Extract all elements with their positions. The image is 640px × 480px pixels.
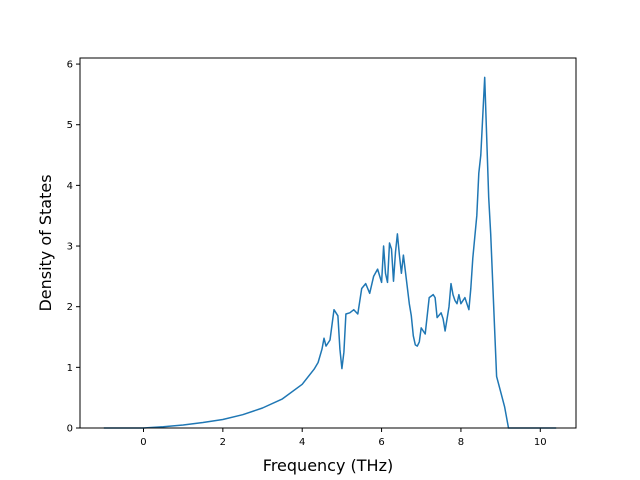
y-tick-label: 6: [67, 60, 73, 71]
x-tick-label: 8: [458, 437, 464, 448]
y-tick-label: 1: [67, 363, 73, 374]
x-tick-label: 2: [220, 437, 226, 448]
x-tick-label: 6: [378, 437, 384, 448]
y-tick-label: 3: [67, 242, 73, 253]
y-tick-label: 0: [67, 424, 73, 435]
y-axis-label: Density of States: [36, 174, 55, 311]
dos-series-line: [103, 76, 557, 429]
x-tick-label: 4: [299, 437, 305, 448]
x-axis-label: Frequency (THz): [263, 456, 393, 475]
x-tick-label: 10: [534, 437, 547, 448]
x-axis-ticks: 0 2 4 6 8 10: [140, 428, 547, 448]
y-tick-label: 4: [67, 181, 73, 192]
y-tick-label: 2: [67, 302, 73, 313]
plot-area: [80, 58, 576, 428]
y-tick-label: 5: [67, 120, 73, 131]
plot-frame: [79, 57, 577, 429]
y-axis-ticks: 0 1 2 3 4 5 6: [67, 60, 80, 435]
x-tick-label: 0: [140, 437, 146, 448]
